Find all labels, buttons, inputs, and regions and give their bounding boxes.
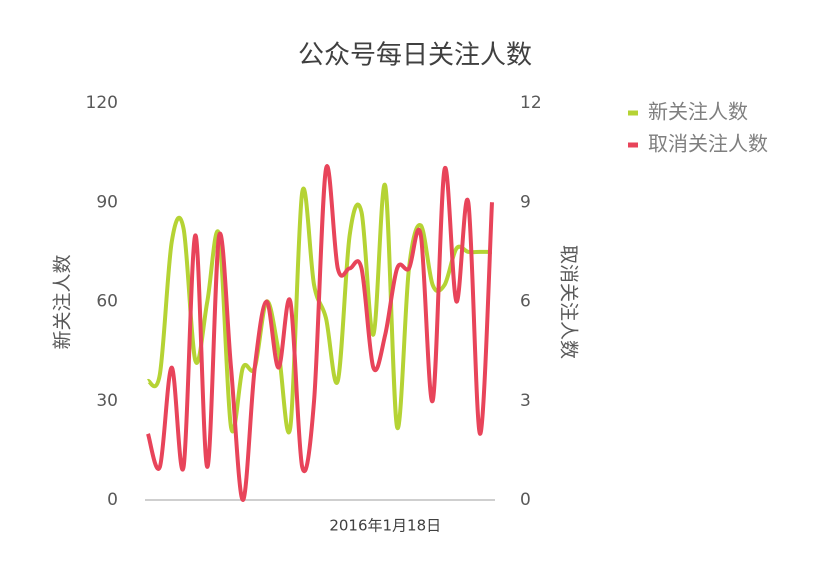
legend-label: 新关注人数 bbox=[648, 100, 748, 124]
y2-tick-label: 3 bbox=[520, 391, 531, 411]
y2-tick-label: 0 bbox=[520, 490, 531, 510]
y2-tick-label: 9 bbox=[520, 192, 531, 212]
y2-tick-label: 6 bbox=[520, 292, 531, 312]
y-tick-label: 30 bbox=[96, 391, 118, 411]
y-tick-label: 0 bbox=[107, 490, 118, 510]
y-tick-label: 120 bbox=[86, 93, 118, 113]
series-line bbox=[146, 182, 492, 435]
series-line bbox=[146, 164, 494, 502]
y2-axis-title: 取消关注人数 bbox=[558, 245, 580, 359]
x-tick-label: 2016年1月18日 bbox=[329, 517, 441, 535]
y-tick-label: 60 bbox=[96, 292, 118, 312]
legend-label: 取消关注人数 bbox=[648, 132, 768, 156]
chart-title: 公众号每日关注人数 bbox=[298, 41, 532, 71]
y-tick-label: 90 bbox=[96, 192, 118, 212]
y2-tick-label: 12 bbox=[520, 93, 542, 113]
y-axis-title: 新关注人数 bbox=[52, 254, 74, 349]
